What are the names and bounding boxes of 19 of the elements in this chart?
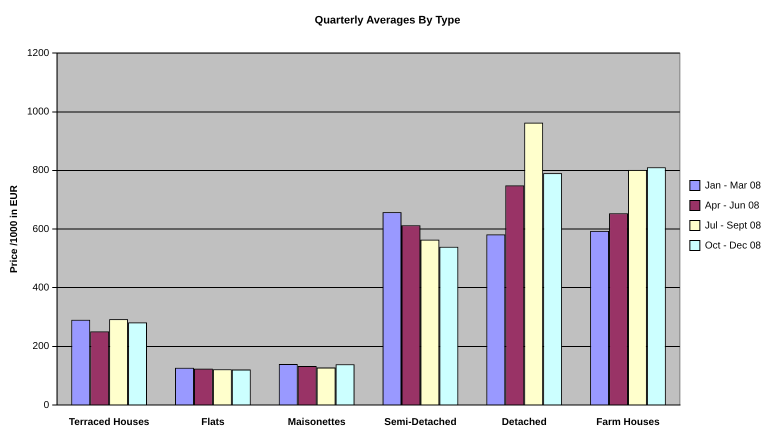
x-tick-label: Farm Houses [596,416,660,428]
y-tick-label: 1200 [26,48,50,59]
legend-label: Apr - Jun 08 [704,200,760,212]
x-tick-label: Terraced Houses [68,416,150,428]
y-axis-title: Price /1000 in EUR [8,184,20,274]
y-tick-label: 600 [32,224,50,235]
x-tick-label: Flats [201,416,226,428]
legend-label: Oct - Dec 08 [704,240,762,252]
y-tick-label: 1000 [26,106,50,118]
x-tick-label: Detached [502,416,547,428]
legend-label: Jan - Mar 08 [704,180,762,192]
chart-title: Quarterly Averages By Type [314,14,460,27]
x-tick-label: Maisonettes [288,416,346,428]
y-tick-label: 400 [32,282,50,294]
y-tick-label: 800 [32,165,50,176]
y-tick-label: 200 [32,341,50,352]
y-tick-label: 0 [44,400,50,411]
legend-label: Jul - Sept 08 [704,220,762,232]
x-tick-label: Semi-Detached [384,416,457,428]
